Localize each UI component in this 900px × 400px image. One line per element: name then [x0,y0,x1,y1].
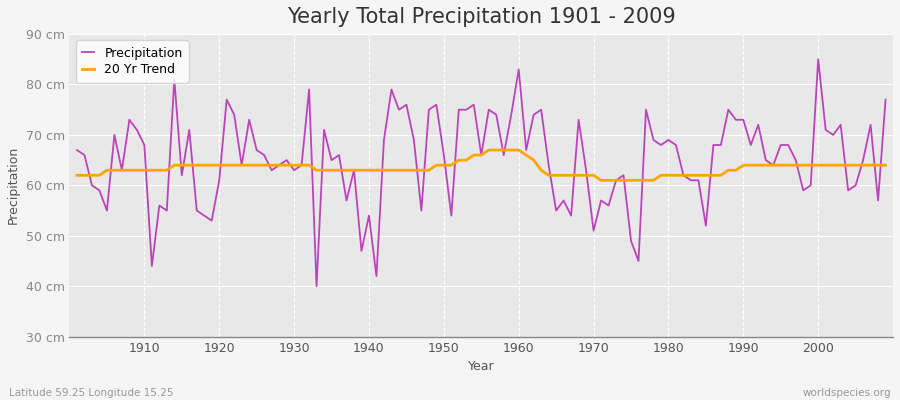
20 Yr Trend [296,163,307,168]
Precipitation [521,148,532,152]
Precipitation [348,168,359,173]
Precipitation [610,178,621,183]
Text: Latitude 59.25 Longitude 15.25: Latitude 59.25 Longitude 15.25 [9,388,174,398]
Precipitation [880,97,891,102]
20 Yr Trend [513,148,524,152]
Precipitation [311,284,322,289]
Y-axis label: Precipitation: Precipitation [7,146,20,224]
20 Yr Trend [341,168,352,173]
20 Yr Trend [596,178,607,183]
Precipitation [513,67,524,72]
Precipitation [296,163,307,168]
20 Yr Trend [880,163,891,168]
Precipitation [813,57,824,62]
20 Yr Trend [618,178,629,183]
20 Yr Trend [483,148,494,152]
Precipitation [72,148,83,152]
Text: worldspecies.org: worldspecies.org [803,388,891,398]
Line: 20 Yr Trend: 20 Yr Trend [77,150,886,180]
X-axis label: Year: Year [468,360,495,373]
20 Yr Trend [521,153,532,158]
Title: Yearly Total Precipitation 1901 - 2009: Yearly Total Precipitation 1901 - 2009 [287,7,676,27]
20 Yr Trend [131,168,142,173]
20 Yr Trend [72,173,83,178]
Precipitation [131,128,142,132]
Legend: Precipitation, 20 Yr Trend: Precipitation, 20 Yr Trend [76,40,189,82]
Line: Precipitation: Precipitation [77,59,886,286]
